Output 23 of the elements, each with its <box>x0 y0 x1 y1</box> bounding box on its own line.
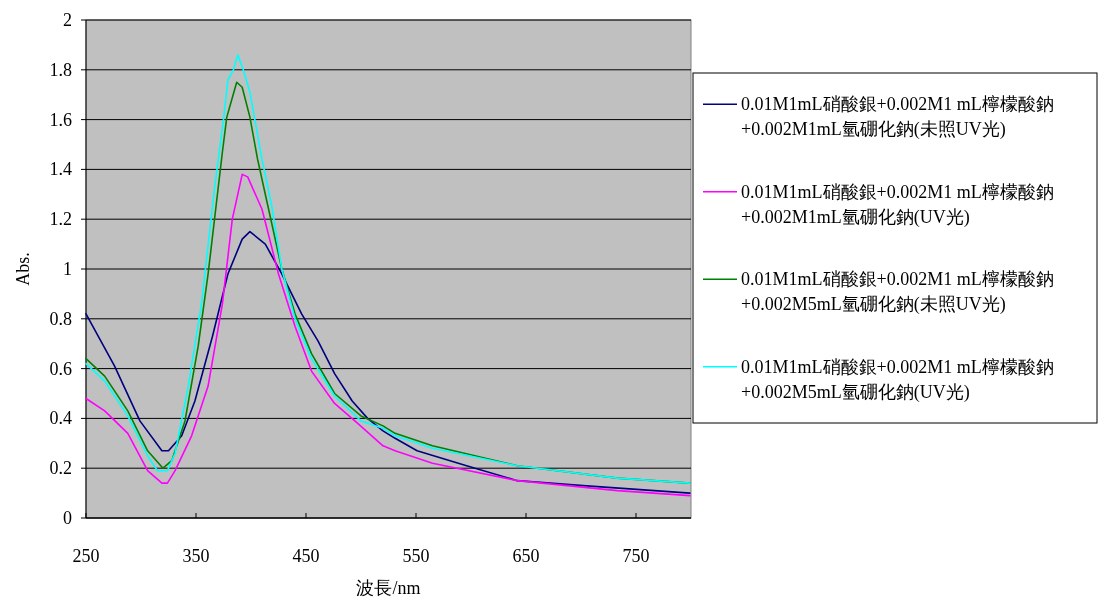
x-tick-label: 650 <box>512 546 540 566</box>
y-tick-label: 1.6 <box>49 109 72 130</box>
x-tick-label: 750 <box>622 546 650 566</box>
legend-label: 0.01M1mL硝酸銀+0.002M1 mL檸檬酸鈉+0.002M1mL氫硼化鈉(未照UV光) <box>741 94 1054 141</box>
y-tick-label: 0.4 <box>49 408 72 429</box>
y-axis-title: Abs. <box>13 252 33 286</box>
x-tick-label: 450 <box>292 546 320 566</box>
y-tick-label: 1.8 <box>49 59 72 80</box>
y-tick-label: 1.4 <box>49 159 72 180</box>
legend-label: 0.01M1mL硝酸銀+0.002M1 mL檸檬酸鈉+0.002M1mL氫硼化鈉(UV光) <box>741 181 1054 228</box>
x-tick-label: 550 <box>402 546 430 566</box>
y-tick-label: 0.2 <box>49 458 72 479</box>
x-tick-label: 250 <box>72 546 100 566</box>
y-tick-label: 2 <box>63 10 72 30</box>
y-tick-label: 0.8 <box>49 308 72 329</box>
y-tick-label: 0.6 <box>49 358 72 379</box>
x-tick-label: 350 <box>182 546 210 566</box>
y-tick-label: 0 <box>63 508 72 528</box>
y-tick-label: 1.2 <box>49 209 72 230</box>
y-tick-label: 1 <box>63 259 72 279</box>
x-axis-title: 波長/nm <box>356 578 421 598</box>
legend-label: 0.01M1mL硝酸銀+0.002M1 mL檸檬酸鈉+0.002M5mL氫硼化鈉(UV光) <box>741 356 1054 403</box>
legend-label: 0.01M1mL硝酸銀+0.002M1 mL檸檬酸鈉+0.002M5mL氫硼化鈉(未照UV光) <box>741 269 1054 316</box>
